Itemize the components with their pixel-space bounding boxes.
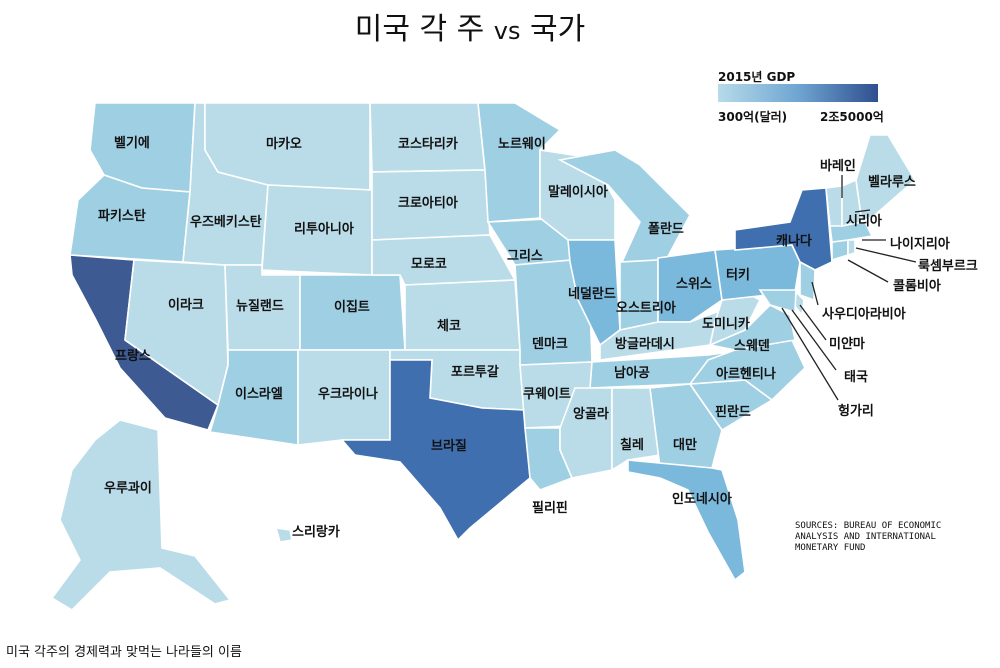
state-nj[interactable] [799,260,816,302]
label-wv: 도미니카 [702,317,750,332]
caption: 미국 각주의 경제력과 맞먹는 나라들의 이름 [6,645,242,660]
label-de: 미얀마 [829,337,865,352]
state-ky[interactable] [599,308,724,361]
label-ok: 포르투갈 [451,365,499,380]
label-ct: 콜롬비아 [893,279,941,294]
label-nh: 시리아 [846,214,882,229]
label-in: 오스트리아 [616,301,676,316]
state-ks[interactable] [404,279,521,351]
state-oh[interactable] [657,249,723,323]
label-ga: 대만 [673,438,697,453]
leader-lines [781,175,917,401]
label-az: 이스라엘 [235,387,283,402]
label-ca: 프랑스 [115,349,151,364]
sources-note: SOURCES: BUREAU OF ECONOMIC ANALYSIS AND… [795,521,975,554]
label-id: 우즈베키스탄 [190,215,262,230]
label-ut: 뉴질랜드 [236,299,284,314]
state-hi[interactable] [274,527,293,543]
label-la: 필리핀 [532,501,568,516]
label-il: 네덜란드 [568,287,616,302]
label-va: 스웨덴 [734,339,770,354]
label-co: 이집트 [334,300,370,315]
label-vt: 바레인 [820,159,856,174]
state-ct[interactable] [831,239,849,262]
label-ne: 모로코 [411,257,447,272]
map-title: 미국 각 주 vs 국가 [0,4,940,48]
sources-line: SOURCES: BUREAU OF ECONOMIC [795,521,942,531]
sources-line: MONETARY FUND [795,543,866,553]
title-rest: 국가 [530,12,586,47]
label-sd: 크로아티아 [398,196,458,211]
state-nc[interactable] [688,339,806,402]
label-mn: 노르웨이 [498,137,546,152]
label-fl: 인도네시아 [672,492,732,507]
label-ri: 룩셈부르크 [918,259,978,274]
legend-max: 2조5000억 [820,110,884,124]
label-ak: 우루과이 [104,481,152,496]
label-ia: 그리스 [507,249,543,264]
state-tx[interactable] [340,359,531,542]
label-mt: 마카오 [266,137,302,152]
legend-title: 2015년 GDP [718,70,796,84]
state-in[interactable] [619,259,659,331]
state-ri[interactable] [847,239,856,257]
label-nd: 코스타리카 [398,137,458,152]
label-dc: 헝가리 [838,404,874,419]
state-ny[interactable] [734,187,833,271]
label-nc: 아르헨티나 [716,367,776,382]
label-nj: 사우디아라비아 [822,307,906,322]
label-mo: 덴마크 [532,337,568,352]
label-or: 파키스탄 [98,209,146,224]
label-oh: 스위스 [676,277,712,292]
label-or-box [84,195,164,231]
title-main: 미국 각 주 [354,12,485,47]
state-md[interactable] [758,289,797,314]
state-me[interactable] [855,134,917,224]
state-ak[interactable] [50,419,232,612]
state-fl[interactable] [627,459,746,582]
label-ny: 캐나다 [776,234,812,249]
label-md: 태국 [844,370,868,385]
label-hi: 스리랑카 [292,525,340,540]
label-al: 칠레 [620,438,644,453]
legend-gradient [718,84,878,102]
legend-min: 300억(달러) [718,110,788,124]
label-pa: 터키 [726,268,750,283]
label-wi: 말레이시아 [548,185,608,200]
label-ar: 쿠웨이트 [523,387,571,402]
label-me: 벨라루스 [868,175,916,190]
label-ma: 나이지리아 [890,237,950,252]
state-al[interactable] [611,387,661,472]
label-nv: 이라크 [168,298,204,313]
title-vs: vs [493,17,521,45]
label-tn: 남아공 [614,366,650,381]
label-ms: 앙골라 [573,407,609,422]
label-wy: 리투아니아 [294,222,354,237]
label-ky: 방글라데시 [615,337,675,352]
sources-line: ANALYSIS AND INTERNATIONAL [795,532,936,542]
label-nm: 우크라이나 [318,387,378,402]
label-sc: 핀란드 [715,405,751,420]
label-tx: 브라질 [431,439,467,454]
label-wa: 벨기에 [114,136,150,151]
label-mi: 폴란드 [648,222,684,237]
label-ks: 체코 [437,319,461,334]
